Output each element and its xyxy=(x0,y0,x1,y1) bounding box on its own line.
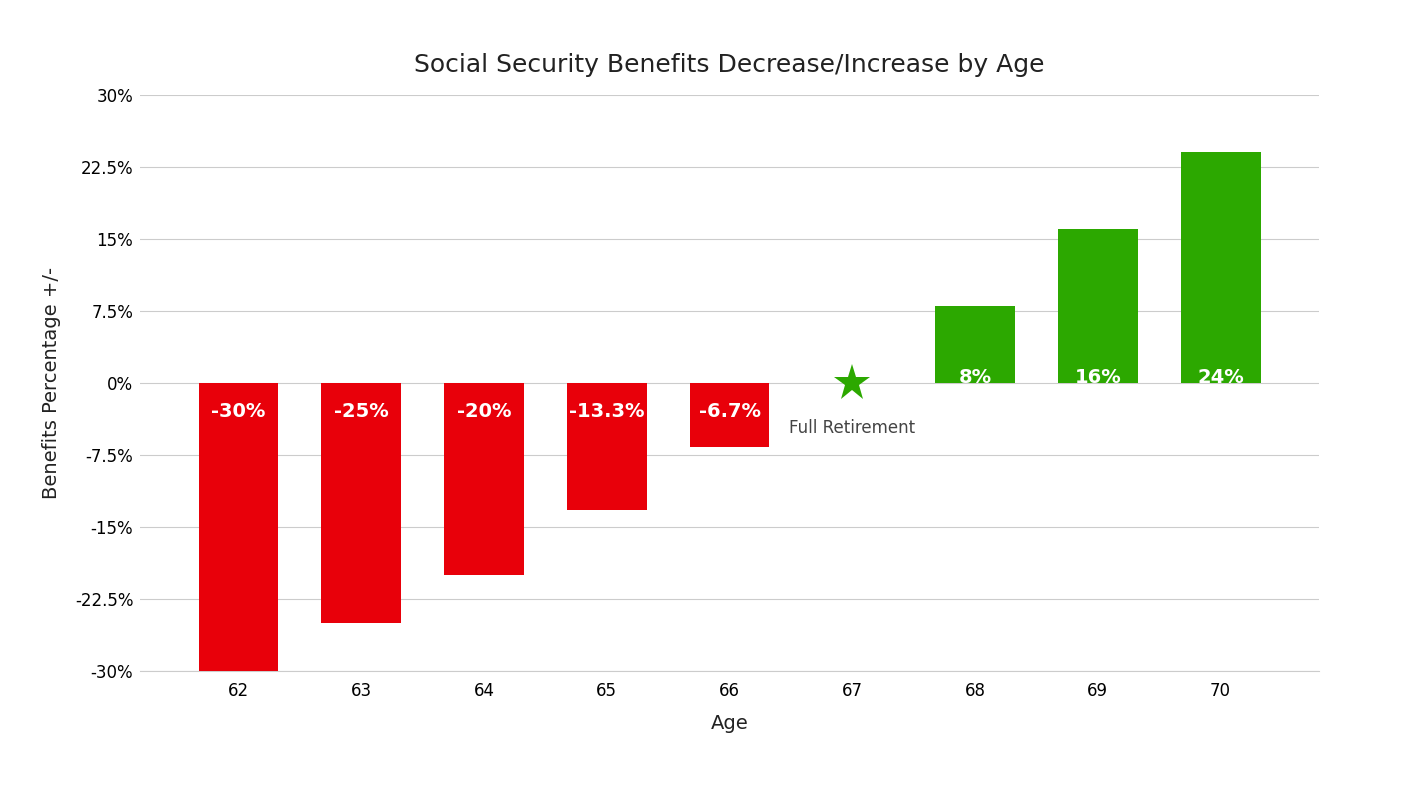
Bar xyxy=(199,383,278,671)
Text: 16%: 16% xyxy=(1075,368,1121,387)
Y-axis label: Benefits Percentage +/-: Benefits Percentage +/- xyxy=(42,267,60,499)
Bar xyxy=(936,306,1014,383)
Text: 8%: 8% xyxy=(958,368,992,387)
Bar xyxy=(321,383,401,623)
Bar xyxy=(1058,229,1138,383)
Text: -25%: -25% xyxy=(334,402,389,421)
Text: Full Retirement: Full Retirement xyxy=(790,419,915,437)
Bar xyxy=(690,383,769,447)
Text: -6.7%: -6.7% xyxy=(699,402,760,421)
Bar xyxy=(445,383,523,574)
Bar xyxy=(1181,152,1260,383)
Text: -30%: -30% xyxy=(212,402,265,421)
Title: Social Security Benefits Decrease/Increase by Age: Social Security Benefits Decrease/Increa… xyxy=(414,54,1045,77)
X-axis label: Age: Age xyxy=(711,713,748,733)
Text: -20%: -20% xyxy=(457,402,511,421)
Text: 24%: 24% xyxy=(1197,368,1244,387)
Text: -13.3%: -13.3% xyxy=(570,402,644,421)
Bar xyxy=(567,383,647,510)
